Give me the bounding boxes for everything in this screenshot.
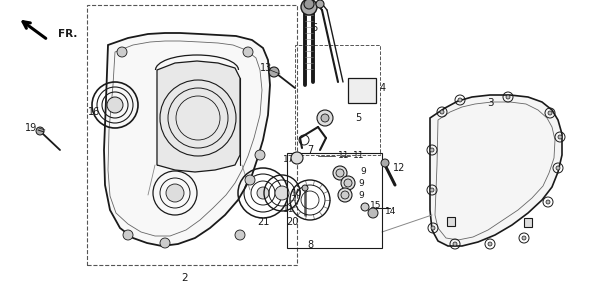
Polygon shape (157, 61, 240, 172)
Text: FR.: FR. (58, 29, 77, 39)
Text: 9: 9 (358, 179, 364, 188)
Circle shape (548, 111, 552, 115)
Circle shape (257, 187, 269, 199)
Circle shape (453, 242, 457, 246)
Text: 15: 15 (370, 201, 382, 210)
Circle shape (275, 186, 289, 200)
Circle shape (107, 97, 123, 113)
Circle shape (317, 110, 333, 126)
Text: 11: 11 (353, 151, 365, 160)
Text: 5: 5 (355, 113, 361, 123)
Circle shape (304, 0, 314, 9)
Circle shape (255, 150, 265, 160)
Text: 20: 20 (286, 217, 298, 227)
Text: 16: 16 (88, 107, 100, 117)
Bar (87, 5, 297, 265)
Text: 9: 9 (358, 191, 364, 200)
Text: 3: 3 (487, 98, 493, 108)
Text: 21: 21 (257, 217, 269, 227)
Circle shape (430, 188, 434, 192)
Text: 11: 11 (283, 206, 294, 215)
Circle shape (341, 176, 355, 190)
Bar (295, 45, 380, 155)
Text: 4: 4 (380, 83, 386, 93)
Text: 2: 2 (182, 273, 188, 283)
Circle shape (235, 230, 245, 240)
Circle shape (431, 226, 435, 230)
Bar (287, 153, 382, 248)
Text: 19: 19 (25, 123, 37, 133)
Text: 8: 8 (307, 240, 313, 250)
Circle shape (291, 152, 303, 164)
Circle shape (36, 127, 44, 135)
Circle shape (440, 110, 444, 114)
Polygon shape (104, 33, 270, 246)
Circle shape (336, 169, 344, 177)
Circle shape (316, 0, 324, 8)
Text: 13: 13 (260, 63, 272, 73)
Circle shape (488, 242, 492, 246)
Text: 9: 9 (360, 167, 366, 176)
Circle shape (117, 47, 127, 57)
Circle shape (430, 148, 434, 152)
Circle shape (245, 175, 255, 185)
Bar (524, 218, 532, 227)
Text: 7: 7 (307, 145, 313, 155)
Text: 6: 6 (312, 23, 318, 33)
Text: 17: 17 (283, 156, 294, 165)
Circle shape (338, 188, 352, 202)
Text: 11: 11 (338, 151, 349, 160)
Circle shape (506, 95, 510, 99)
Circle shape (558, 135, 562, 139)
Circle shape (301, 0, 317, 15)
Polygon shape (430, 95, 562, 246)
Circle shape (522, 236, 526, 240)
Circle shape (458, 98, 462, 102)
Circle shape (269, 67, 279, 77)
Circle shape (302, 185, 308, 191)
Polygon shape (348, 78, 376, 103)
Bar (447, 217, 455, 226)
Circle shape (546, 200, 550, 204)
Circle shape (123, 230, 133, 240)
Circle shape (341, 191, 349, 199)
Circle shape (166, 184, 184, 202)
Circle shape (556, 166, 560, 170)
Circle shape (361, 203, 369, 211)
Circle shape (344, 179, 352, 187)
Text: 12: 12 (393, 163, 405, 173)
Text: 10: 10 (290, 188, 302, 197)
Circle shape (381, 159, 389, 167)
Circle shape (321, 114, 329, 122)
Circle shape (333, 166, 347, 180)
Text: 14: 14 (385, 207, 396, 216)
Circle shape (243, 47, 253, 57)
Circle shape (368, 208, 378, 218)
Circle shape (160, 238, 170, 248)
